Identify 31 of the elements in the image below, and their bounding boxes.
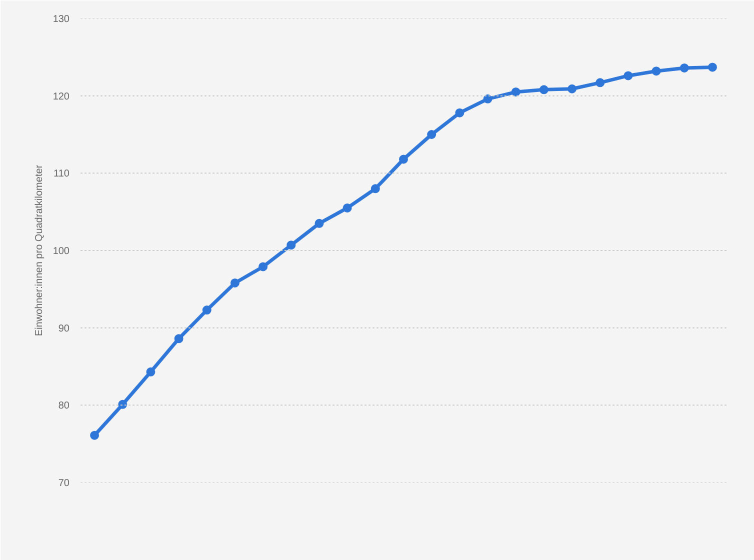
y-tick-label: 110: [54, 168, 70, 180]
point: [596, 78, 605, 88]
point: [708, 62, 717, 72]
y-tick-label: 120: [52, 91, 70, 102]
point: [455, 108, 464, 118]
y-tick-label: 70: [58, 478, 70, 489]
point: [511, 87, 520, 96]
point: [286, 240, 296, 250]
y-axis-title: Einwohner:innen pro Quadratkilometer: [34, 164, 45, 336]
point: [314, 218, 324, 228]
point: [483, 94, 492, 104]
point: [174, 334, 184, 344]
point: [258, 262, 268, 272]
point: [342, 203, 352, 212]
point: [539, 85, 548, 94]
point: [399, 154, 408, 164]
point: [230, 278, 240, 288]
point: [652, 66, 661, 76]
point: [90, 430, 100, 440]
point: [427, 130, 436, 139]
point: [680, 64, 689, 72]
point: [202, 306, 212, 315]
y-tick-label: 80: [58, 400, 70, 412]
point: [624, 71, 633, 80]
y-tick-label: 100: [52, 246, 70, 257]
y-tick-label: 90: [58, 323, 70, 334]
point: [568, 84, 577, 94]
y-tick-label: 130: [52, 14, 70, 25]
point: [370, 184, 380, 194]
point: [118, 400, 128, 409]
point: [146, 367, 156, 376]
